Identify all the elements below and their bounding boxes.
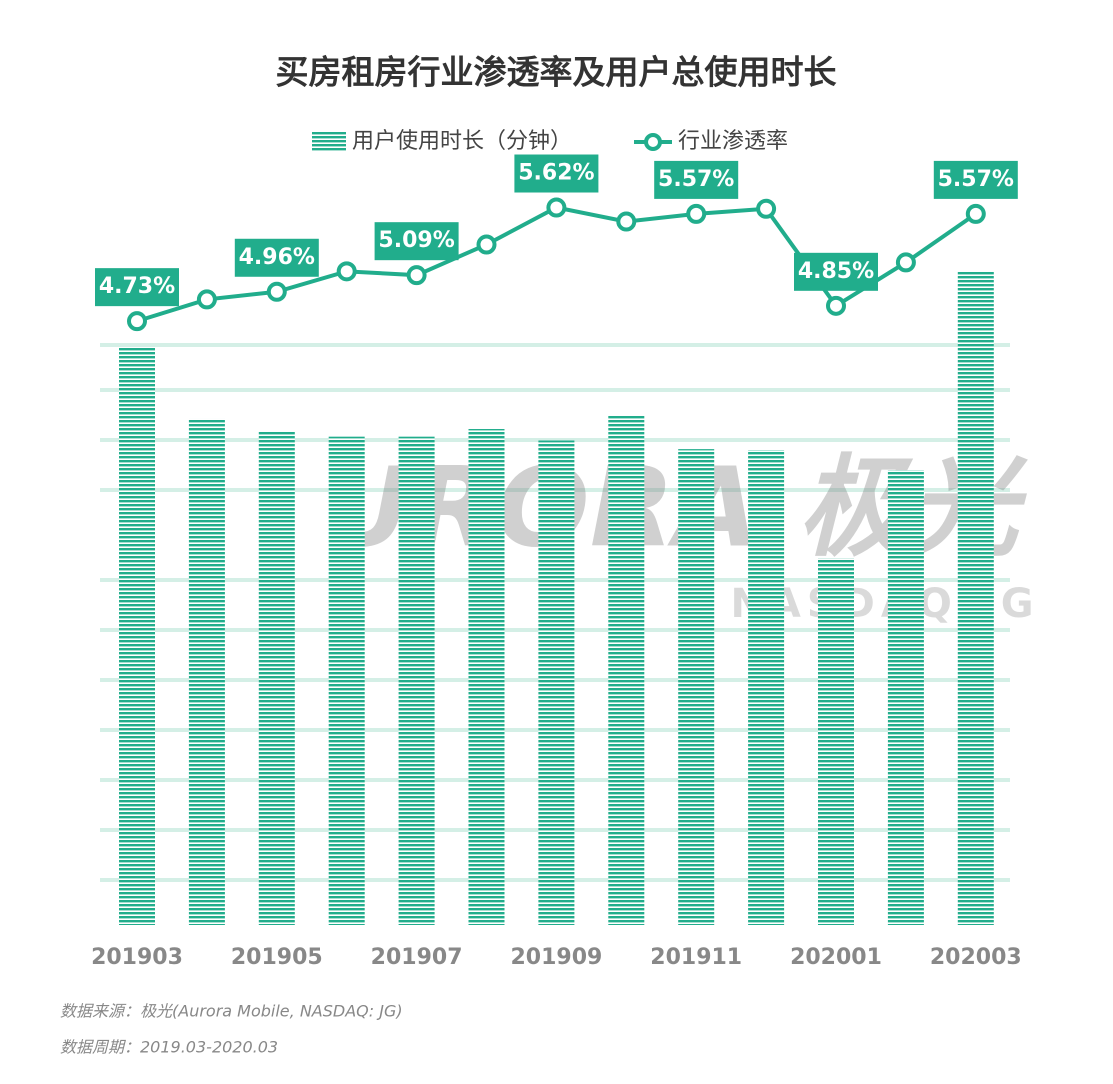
bar bbox=[748, 450, 785, 925]
line-point bbox=[266, 281, 287, 302]
value-label: 5.09% bbox=[378, 228, 454, 253]
value-label: 4.73% bbox=[99, 274, 175, 299]
x-tick-label: 201909 bbox=[510, 945, 602, 970]
x-tick-label: 201905 bbox=[231, 945, 323, 970]
value-label-box bbox=[374, 222, 459, 261]
line-point bbox=[756, 198, 777, 219]
legend-label: 行业渗透率 bbox=[678, 129, 788, 154]
legend-swatch bbox=[312, 132, 346, 152]
bar bbox=[258, 431, 295, 925]
line-point bbox=[127, 311, 147, 332]
line-point bbox=[686, 203, 707, 224]
line-point bbox=[546, 197, 567, 218]
value-label-box bbox=[234, 238, 319, 277]
value-label: 4.96% bbox=[239, 245, 315, 270]
bar bbox=[678, 449, 715, 925]
source-note: 数据来源：极光(Aurora Mobile, NASDAQ: JG) bbox=[60, 1002, 403, 1021]
bar bbox=[887, 470, 924, 925]
x-tick-label: 202003 bbox=[930, 945, 1022, 970]
value-label-box bbox=[654, 160, 739, 199]
bar bbox=[119, 347, 155, 925]
bar bbox=[608, 415, 645, 925]
bar bbox=[957, 271, 994, 926]
value-label: 5.57% bbox=[938, 167, 1014, 192]
line-point bbox=[826, 295, 846, 316]
bar bbox=[328, 436, 365, 925]
line-point bbox=[196, 289, 217, 310]
value-label-box bbox=[95, 268, 179, 307]
bar bbox=[468, 429, 505, 925]
bar bbox=[818, 558, 854, 925]
line-point bbox=[476, 234, 497, 255]
x-tick-label: 201907 bbox=[371, 945, 463, 970]
value-label-box bbox=[794, 252, 878, 291]
bar bbox=[398, 436, 435, 925]
value-label: 5.62% bbox=[518, 161, 594, 186]
line-point bbox=[965, 203, 986, 224]
x-tick-label: 202001 bbox=[790, 945, 882, 970]
legend-label: 用户使用时长（分钟） bbox=[352, 129, 572, 154]
value-label-box bbox=[933, 160, 1018, 199]
line-point bbox=[616, 211, 637, 232]
bar bbox=[188, 418, 225, 925]
line-point bbox=[336, 261, 357, 282]
line-point bbox=[406, 265, 427, 286]
value-label: 5.57% bbox=[658, 167, 734, 192]
x-tick-label: 201903 bbox=[91, 945, 183, 970]
legend: 用户使用时长（分钟） 行业渗透率 bbox=[312, 129, 788, 154]
value-label: 4.85% bbox=[798, 259, 874, 284]
value-label-box bbox=[514, 154, 599, 193]
bar bbox=[538, 440, 575, 925]
x-tick-label: 201911 bbox=[650, 945, 742, 970]
legend-swatch bbox=[644, 133, 662, 151]
line-point bbox=[895, 252, 916, 273]
chart-title: 买房租房行业渗透率及用户总使用时长 bbox=[276, 53, 837, 92]
period-note: 数据周期：2019.03-2020.03 bbox=[60, 1038, 278, 1057]
